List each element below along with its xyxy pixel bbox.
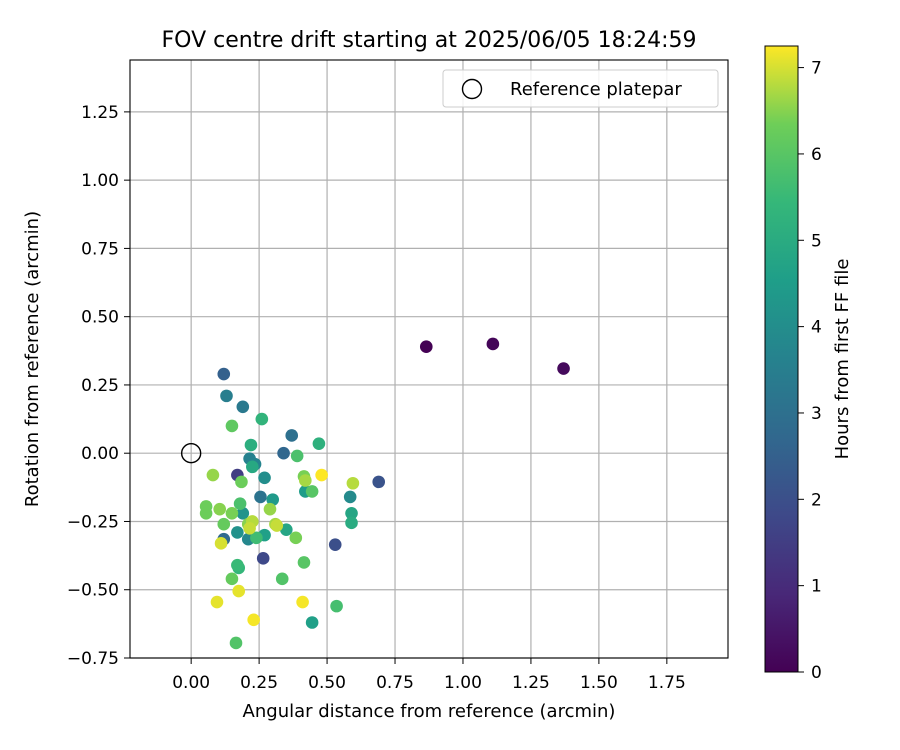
legend-reference-label: Reference platepar (510, 79, 682, 100)
x-tick-label: 1.75 (648, 673, 686, 693)
scatter-point (256, 552, 270, 565)
scatter-point (210, 595, 224, 609)
scatter-point (290, 449, 304, 463)
colorbar-tick-label: 1 (811, 577, 822, 597)
scatter-point (225, 419, 239, 433)
scatter-point (220, 389, 233, 403)
scatter-point (372, 475, 386, 489)
scatter-point (217, 517, 231, 531)
colorbar-tick-label: 2 (811, 490, 822, 510)
scatter-point (279, 523, 293, 536)
colorbar-tick-label: 6 (811, 145, 822, 165)
scatter-point (297, 556, 311, 569)
y-tick-label: 0.00 (81, 444, 119, 464)
scatter-point (235, 475, 248, 489)
scatter-point (305, 485, 319, 498)
scatter-point (250, 531, 263, 545)
scatter-point (343, 490, 357, 504)
x-tick-label: 1.50 (580, 673, 618, 693)
y-tick-label: −0.25 (67, 512, 119, 532)
scatter-point (419, 340, 433, 354)
scatter-point (199, 500, 213, 513)
scatter-point (225, 572, 239, 586)
scatter-point (315, 468, 328, 482)
scatter-point (232, 584, 246, 598)
scatter-point (345, 516, 358, 530)
x-tick-label: 0.75 (376, 673, 414, 693)
scatter-point (233, 497, 247, 511)
y-tick-label: 0.50 (81, 308, 119, 328)
scatter-point (270, 519, 284, 532)
legend-reference-marker (461, 78, 483, 100)
scatter-point (275, 572, 289, 586)
x-tick-label: 0.00 (172, 673, 210, 693)
scatter-point (231, 558, 244, 572)
reference-platepar-marker (180, 443, 202, 464)
colorbar-label: Hours from first FF file (832, 259, 853, 460)
colorbar: 0 1 2 3 4 5 6 7 Hours from first FF file (764, 45, 853, 683)
legend-box (442, 69, 719, 108)
plot-area-frame (129, 59, 729, 659)
scatter-point (299, 474, 312, 487)
scatter-point (289, 531, 303, 545)
y-tick-label: 0.25 (81, 376, 119, 396)
scatter-point (266, 493, 280, 506)
scatter-point (296, 595, 309, 609)
x-tick-label: 0.50 (308, 673, 346, 693)
scatter-point (255, 412, 269, 426)
colorbar-tick-label: 4 (811, 318, 822, 338)
y-tick-label: 1.25 (81, 103, 119, 123)
scatter-point (254, 490, 267, 504)
scatter-point (263, 502, 277, 516)
scatter-point (285, 429, 299, 442)
scatter-point (206, 468, 220, 482)
scatter-point (330, 599, 343, 613)
scatter-points (180, 337, 570, 650)
y-tick-label: −0.50 (67, 581, 119, 601)
scatter-point (214, 537, 228, 550)
scatter-point (345, 506, 358, 520)
x-axis-label: Angular distance from reference (arcmin) (243, 701, 616, 722)
y-tick-label: −0.75 (67, 649, 119, 669)
scatter-point (213, 502, 226, 516)
scatter-point (229, 636, 243, 650)
colorbar-gradient (764, 45, 799, 673)
x-tick-label: 1.25 (512, 673, 550, 693)
x-tick-label: 0.25 (240, 673, 278, 693)
colorbar-tick-label: 3 (811, 404, 822, 424)
legend: Reference platepar (442, 69, 719, 108)
colorbar-ticks: 0 1 2 3 4 5 6 7 (798, 59, 822, 683)
scatter-point (277, 446, 290, 460)
colorbar-tick-label: 7 (811, 59, 822, 79)
y-tick-label: 0.75 (81, 239, 119, 259)
scatter-point (231, 526, 244, 539)
scatter-point (236, 400, 250, 414)
scatter-point (346, 476, 360, 490)
scatter-point (246, 460, 259, 474)
scatter-point (244, 438, 258, 452)
scatter-point (305, 616, 319, 629)
chart-title: FOV centre drift starting at 2025/06/05 … (162, 28, 697, 53)
colorbar-tick-label: 0 (811, 663, 822, 683)
scatter-point (247, 613, 260, 627)
scatter-point (243, 521, 256, 535)
x-tick-label: 1.00 (444, 673, 482, 693)
axis-ticks: 0.00 0.25 0.50 0.75 1.00 1.25 1.50 1.75 −0.75 −0.… (67, 103, 686, 693)
scatter-point (225, 506, 239, 520)
scatter-point (312, 437, 326, 450)
scatter-point (486, 337, 500, 351)
scatter-point (328, 538, 342, 551)
scatter-point (258, 471, 271, 485)
scatter-point (557, 362, 570, 375)
y-axis-label: Rotation from reference (arcmin) (22, 211, 43, 507)
scatter-point (236, 506, 250, 520)
scatter-point (217, 367, 231, 381)
colorbar-tick-label: 5 (811, 231, 822, 251)
y-tick-label: 1.00 (81, 171, 119, 191)
